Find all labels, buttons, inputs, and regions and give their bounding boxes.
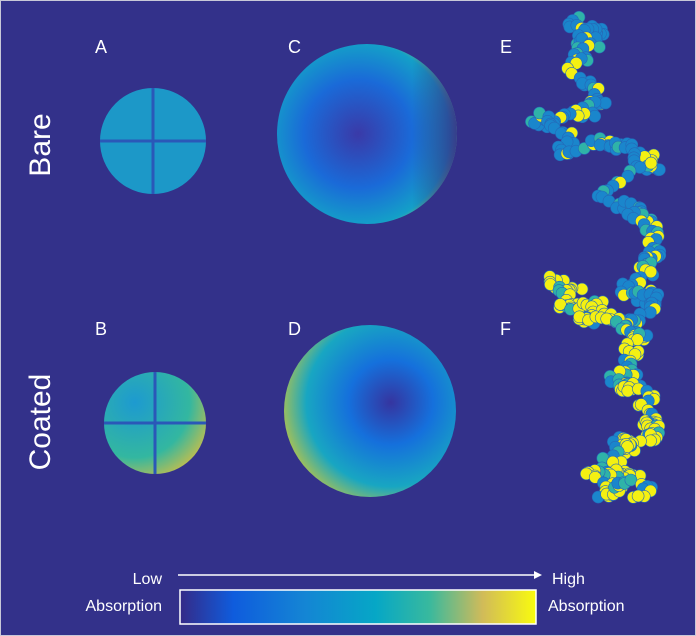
colorbar-label: Absorption — [86, 598, 163, 615]
row-label: Bare — [24, 113, 57, 176]
monomer — [625, 474, 637, 486]
panel-label: B — [95, 319, 107, 339]
colorbar-label: High — [552, 571, 585, 588]
shade — [277, 44, 457, 224]
monomer — [645, 157, 657, 169]
row-label: Coated — [24, 374, 57, 471]
colorbar-label: Low — [133, 571, 163, 588]
panel-label: A — [95, 37, 107, 57]
colorbar — [180, 590, 536, 624]
panel-c — [277, 44, 457, 224]
panel-a — [100, 88, 206, 194]
monomer — [644, 307, 656, 319]
panel-label: F — [500, 319, 511, 339]
disc — [284, 325, 456, 497]
panel-label: E — [500, 37, 512, 57]
panel-label: D — [288, 319, 301, 339]
figure: A C E B D F Bare Coated Low Absorption H… — [0, 0, 696, 636]
monomer — [632, 490, 644, 502]
panel-b — [104, 372, 206, 474]
panel-label: C — [288, 37, 301, 57]
colorbar-label: Absorption — [548, 598, 625, 615]
monomer — [622, 385, 634, 397]
monomer — [593, 41, 605, 53]
